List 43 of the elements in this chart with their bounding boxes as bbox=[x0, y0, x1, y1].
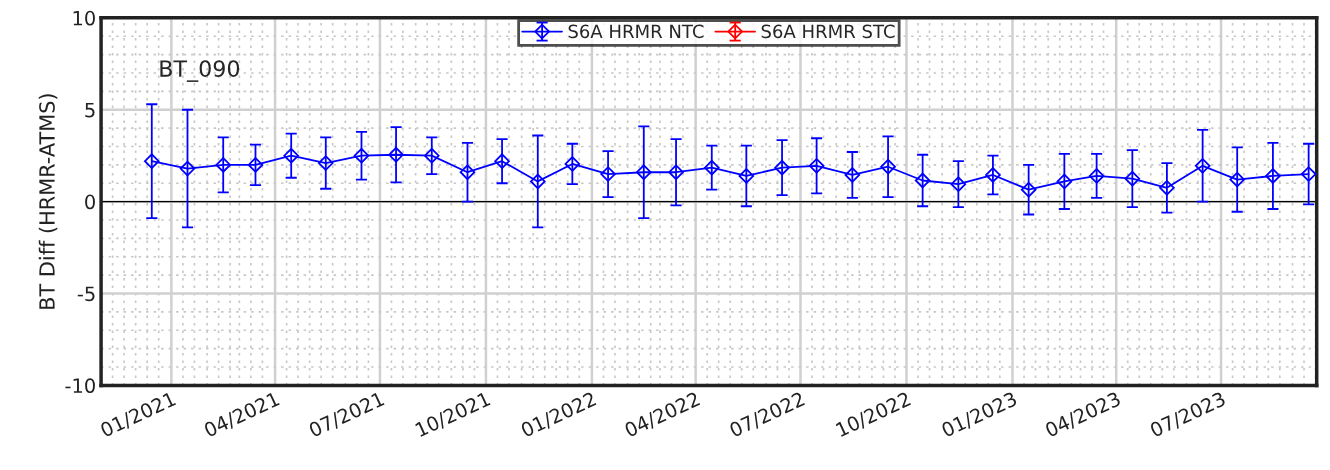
point bbox=[353, 147, 370, 164]
point bbox=[1265, 168, 1281, 184]
point bbox=[950, 176, 967, 192]
point bbox=[1124, 170, 1141, 187]
point bbox=[1159, 180, 1175, 196]
point bbox=[844, 167, 861, 183]
point bbox=[1088, 168, 1105, 184]
legend-label: S6A HRMR STC bbox=[761, 24, 895, 39]
point bbox=[179, 160, 196, 177]
point bbox=[423, 147, 440, 164]
y-tick-label: 5 bbox=[85, 102, 95, 118]
y-tick-label: -10 bbox=[65, 378, 95, 394]
point bbox=[880, 158, 896, 175]
point bbox=[215, 157, 231, 173]
y-tick-label: -5 bbox=[77, 286, 95, 302]
point bbox=[143, 153, 160, 169]
point bbox=[703, 159, 720, 176]
point bbox=[1194, 158, 1211, 174]
annotation: BT_090 bbox=[160, 60, 240, 82]
point bbox=[738, 168, 755, 184]
point bbox=[600, 166, 616, 182]
y-tick-label: 0 bbox=[85, 194, 95, 210]
point bbox=[1300, 166, 1317, 182]
point bbox=[1229, 171, 1245, 188]
point bbox=[808, 158, 825, 174]
point bbox=[668, 164, 684, 181]
point bbox=[494, 153, 510, 169]
point bbox=[459, 164, 476, 181]
point bbox=[1020, 181, 1037, 198]
point bbox=[388, 146, 404, 163]
point bbox=[774, 159, 790, 176]
point bbox=[317, 155, 334, 171]
point bbox=[247, 157, 264, 173]
point bbox=[914, 172, 931, 189]
y-tick-label: 10 bbox=[73, 10, 95, 26]
point bbox=[564, 156, 581, 172]
legend-label: S6A HRMR NTC bbox=[568, 24, 704, 39]
point bbox=[530, 173, 546, 190]
point bbox=[283, 147, 299, 164]
point bbox=[1056, 173, 1073, 190]
y-axis-title: BT Diff (HRMR-ATMS) bbox=[38, 94, 58, 309]
point bbox=[985, 167, 1001, 183]
point bbox=[636, 164, 652, 181]
